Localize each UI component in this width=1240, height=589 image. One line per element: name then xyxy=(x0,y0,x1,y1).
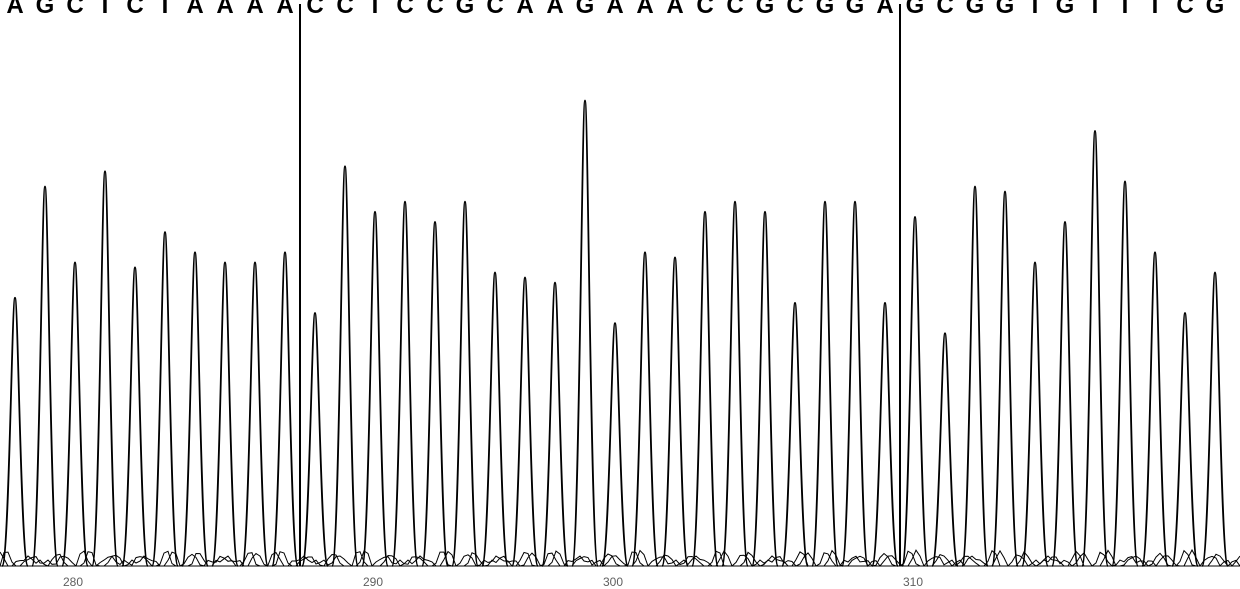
trace-peak xyxy=(242,262,268,566)
trace-peak xyxy=(542,283,568,566)
trace-peak xyxy=(812,202,838,566)
trace-peak xyxy=(662,257,688,566)
trace-peak xyxy=(422,222,448,566)
trace-peak xyxy=(272,252,298,566)
trace-peak xyxy=(392,202,418,566)
trace-peak xyxy=(152,232,178,566)
trace-peak xyxy=(1022,262,1048,566)
trace-peak xyxy=(842,202,868,566)
trace-peak xyxy=(62,262,88,566)
trace-peak xyxy=(122,267,148,566)
trace-peak xyxy=(512,278,538,566)
trace-peak xyxy=(752,212,778,566)
trace-peak xyxy=(302,313,328,566)
x-tick-label: 310 xyxy=(903,575,923,589)
trace-peak xyxy=(212,262,238,566)
trace-peak xyxy=(1202,273,1228,566)
trace-peak xyxy=(932,333,958,566)
chromatogram-trace xyxy=(0,0,1240,589)
trace-peak xyxy=(722,202,748,566)
trace-peak xyxy=(632,252,658,566)
trace-peak xyxy=(362,212,388,566)
trace-peak xyxy=(1112,181,1138,566)
trace-peak xyxy=(1082,131,1108,566)
x-tick-label: 290 xyxy=(363,575,383,589)
trace-peak xyxy=(782,303,808,566)
region-separator xyxy=(899,4,901,566)
trace-peak xyxy=(182,252,208,566)
trace-peak xyxy=(902,217,928,566)
trace-peak xyxy=(332,166,358,566)
trace-peak xyxy=(1142,252,1168,566)
x-tick-label: 280 xyxy=(63,575,83,589)
trace-peak xyxy=(602,323,628,566)
trace-peak xyxy=(962,187,988,567)
region-separator xyxy=(299,4,301,566)
trace-peak xyxy=(92,171,118,566)
trace-peak xyxy=(32,187,58,567)
trace-peak xyxy=(692,212,718,566)
trace-peak xyxy=(452,202,478,566)
trace-peak xyxy=(572,100,598,566)
trace-peak xyxy=(1052,222,1078,566)
trace-peak xyxy=(2,298,28,566)
trace-peak xyxy=(482,273,508,566)
x-tick-label: 300 xyxy=(603,575,623,589)
trace-peak xyxy=(992,192,1018,566)
electropherogram: { "type": "electropherogram", "width": 1… xyxy=(0,0,1240,589)
trace-peak xyxy=(1172,313,1198,566)
trace-peak xyxy=(872,303,898,566)
